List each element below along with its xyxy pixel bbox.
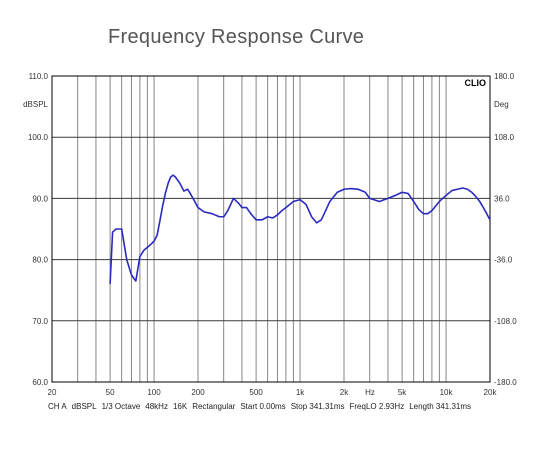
x-tick-label: 100	[147, 388, 161, 397]
y-right-tick-label: -180.0	[494, 378, 517, 387]
footer-setting: Start 0.00ms	[240, 402, 286, 411]
y-right-tick-label: -36.0	[494, 256, 513, 265]
y-right-unit-label: Deg	[494, 100, 509, 109]
y-right-tick-label: 108.0	[494, 133, 515, 142]
footer-setting: Stop 341.31ms	[290, 402, 345, 411]
clio-brand-label: CLIO	[465, 78, 487, 88]
axis-ticks: 20 50 100 200 500 1k 2k 5k 10k 20k 60.0 70.0 80.0 90.…	[28, 72, 517, 397]
y-left-tick-label: 100.0	[28, 133, 49, 142]
footer-setting: 48kHz	[145, 402, 168, 411]
y-right-tick-label: -108.0	[494, 317, 517, 326]
y-left-tick-label: 110.0	[29, 72, 49, 81]
y-right-tick-label: 36.0	[494, 194, 510, 203]
x-tick-label: 2k	[340, 388, 349, 397]
x-tick-label: 1k	[296, 388, 305, 397]
y-left-tick-label: 60.0	[32, 378, 48, 387]
y-left-tick-label: 80.0	[32, 256, 48, 265]
footer-setting: 1/3 Octave	[101, 402, 141, 411]
footer-setting: FreqLO 2.93Hz	[349, 402, 405, 411]
y-right-tick-label: 180.0	[494, 72, 515, 81]
x-tick-label: 5k	[398, 388, 407, 397]
measurement-settings-footer: CH A dBSPL 1/3 Octave 48kHz 16K Rectangular St…	[48, 402, 476, 411]
x-tick-label: 200	[191, 388, 205, 397]
footer-setting: 16K	[172, 402, 188, 411]
x-tick-label: 20	[48, 388, 57, 397]
x-unit-label: Hz	[365, 388, 375, 397]
y-left-unit-label: dBSPL	[23, 100, 48, 109]
x-tick-label: 500	[249, 388, 263, 397]
footer-setting: Length 341.31ms	[409, 402, 472, 411]
x-tick-label: 20k	[484, 388, 498, 397]
footer-setting: CH A	[48, 402, 67, 411]
x-tick-label: 10k	[440, 388, 454, 397]
frequency-response-line	[109, 174, 491, 285]
chart-title: Frequency Response Curve	[108, 26, 365, 48]
footer-setting: Rectangular	[192, 402, 236, 411]
y-left-tick-label: 90.0	[32, 194, 48, 203]
footer-setting: dBSPL	[71, 402, 97, 411]
y-left-tick-label: 70.0	[32, 317, 48, 326]
x-tick-label: 50	[106, 388, 115, 397]
plot-frame	[51, 75, 491, 383]
